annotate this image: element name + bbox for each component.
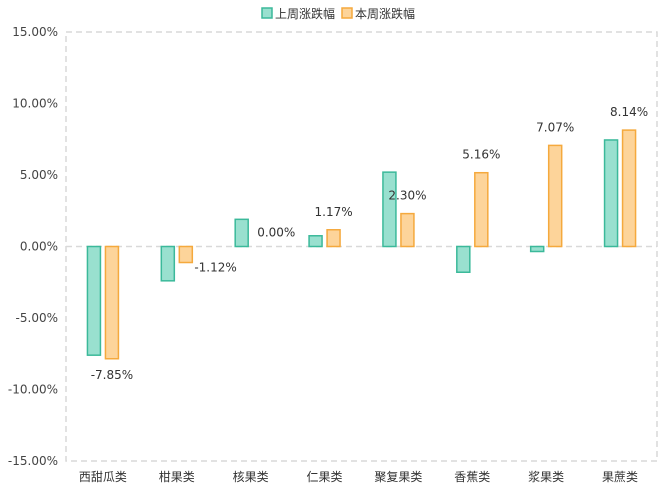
legend-label-2: 本周涨跌幅: [355, 6, 415, 21]
data-label: -1.12%: [194, 261, 236, 275]
legend: 上周涨跌幅 本周涨跌幅: [261, 6, 415, 21]
legend-swatch-2: [341, 7, 353, 19]
bar-1-2: [160, 245, 176, 282]
y-axis: 15.00% 10.00% 5.00% 0.00% -5.00% -10.00% -15.0…: [8, 25, 58, 468]
data-label: 8.14%: [610, 105, 648, 119]
data-label: 0.00%: [257, 226, 295, 240]
bar-1-4: [308, 235, 323, 248]
bar-1-3: [234, 218, 249, 248]
data-label: -7.85%: [91, 368, 133, 382]
x-category-label: 聚复果类: [374, 470, 422, 484]
x-category-label: 浆果类: [528, 469, 564, 484]
x-axis: 西甜瓜类 柑果类 核果类 仁果类 聚复果类 香蕉类 浆果类 果蔗类: [79, 469, 638, 484]
bar-2-8: [621, 129, 637, 248]
y-tick-label: -5.00%: [16, 311, 58, 325]
y-tick-label: 0.00%: [20, 240, 58, 254]
legend-label-1: 上周涨跌幅: [275, 6, 335, 21]
bar-2-6: [474, 171, 489, 248]
bar-2-2: [178, 245, 194, 264]
y-tick-label: 10.00%: [12, 97, 58, 111]
x-category-label: 仁果类: [307, 470, 343, 484]
data-label: 1.17%: [315, 205, 353, 219]
bar-1-1: [86, 245, 102, 356]
x-category-label: 西甜瓜类: [79, 470, 127, 484]
x-category-label: 核果类: [233, 470, 269, 484]
bar-2-1: [104, 245, 120, 360]
data-label: 7.07%: [536, 120, 574, 134]
x-category-label: 香蕉类: [454, 470, 490, 484]
bar-1-7: [529, 245, 545, 253]
bar-1-6: [456, 245, 471, 273]
data-labels: -7.85% -1.12% 0.00% 1.17% 2.30% 5.16% 7.07% 8.1…: [91, 105, 648, 382]
x-category-label: 柑果类: [159, 469, 195, 484]
bar-1-5: [382, 171, 397, 248]
x-category-label: 果蔗类: [602, 470, 638, 484]
y-tick-label: -15.00%: [8, 454, 58, 468]
data-label: 5.16%: [462, 148, 500, 162]
legend-swatch-1: [261, 7, 273, 19]
bars: [86, 129, 637, 360]
y-tick-label: -10.00%: [8, 383, 58, 397]
data-label: 2.30%: [388, 189, 426, 203]
y-tick-label: 5.00%: [20, 168, 58, 182]
bar-2-5: [400, 212, 415, 248]
y-tick-label: 15.00%: [12, 25, 58, 39]
bar-2-7: [547, 144, 563, 248]
bar-1-8: [603, 139, 619, 248]
bar-2-4: [326, 229, 341, 248]
